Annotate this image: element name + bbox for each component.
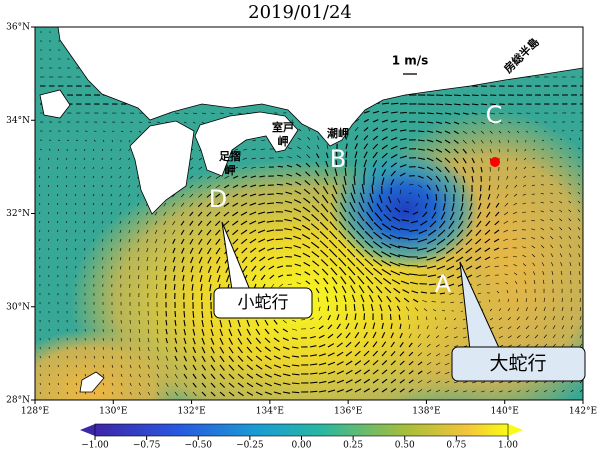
callout-label: 大蛇行 xyxy=(489,353,546,375)
x-tick-label: 134°E xyxy=(256,407,284,417)
place-label: 室戸 xyxy=(272,120,294,134)
colorbar-tick-label: 0.00 xyxy=(291,441,311,450)
point-label: C xyxy=(486,101,503,129)
place-label: 岬 xyxy=(278,134,289,148)
point-label: D xyxy=(209,185,227,213)
colorbar-tick-label: 1.00 xyxy=(498,441,518,450)
x-tick-label: 136°E xyxy=(334,407,362,417)
y-tick-label: 30°N xyxy=(6,302,30,312)
title: 2019/01/24 xyxy=(248,2,352,23)
y-tick-label: 28°N xyxy=(6,396,30,406)
y-tick-label: 34°N xyxy=(6,116,30,126)
place-label: 足摺 xyxy=(219,149,241,163)
x-tick-label: 138°E xyxy=(412,407,440,417)
x-tick-label: 130°E xyxy=(99,407,127,417)
y-tick-label: 36°N xyxy=(6,23,30,33)
x-tick-label: 140°E xyxy=(491,407,519,417)
colorbar-tick-label: 0.75 xyxy=(446,441,466,450)
colorbar-tick-label: −0.50 xyxy=(184,441,212,450)
place-label: 岬 xyxy=(225,163,236,177)
field xyxy=(35,27,583,400)
x-tick-label: 132°E xyxy=(177,407,205,417)
colorbar-tick-label: 0.25 xyxy=(343,441,363,450)
point-label: B xyxy=(330,145,346,173)
scale-label: 1 m/s xyxy=(392,54,429,68)
place-label: 潮岬 xyxy=(327,126,349,140)
colorbar-tick-label: −0.75 xyxy=(133,441,161,450)
point-label: A xyxy=(435,270,452,298)
colorbar xyxy=(80,423,523,437)
marker xyxy=(490,157,500,167)
colorbar-tick-label: 0.50 xyxy=(395,441,415,450)
colorbar-tick-label: −0.25 xyxy=(236,441,264,450)
callout-label: 小蛇行 xyxy=(238,293,289,313)
callout-box xyxy=(213,287,313,319)
callout-box xyxy=(451,346,586,382)
x-tick-label: 128°E xyxy=(21,407,49,417)
x-tick-label: 142°E xyxy=(569,407,597,417)
y-tick-label: 32°N xyxy=(6,209,30,219)
colorbar-tick-label: −1.00 xyxy=(81,441,109,450)
